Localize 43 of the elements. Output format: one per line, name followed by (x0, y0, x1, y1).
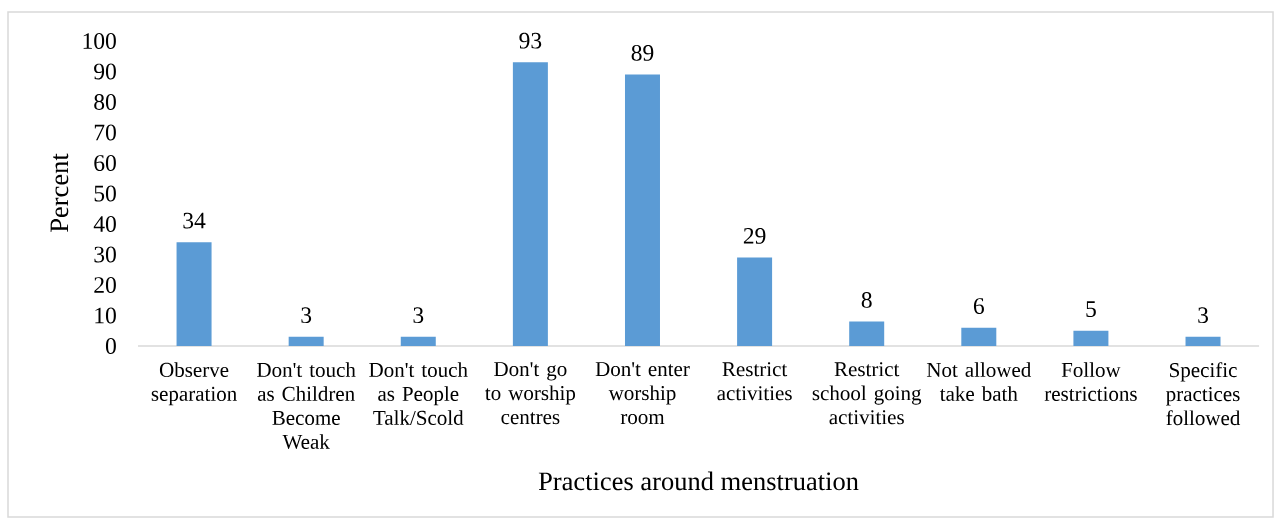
x-tick-label: Don't go to worship centres (485, 362, 576, 425)
x-tick-label: Restrict school going activities (812, 362, 922, 425)
data-label: 5 (1086, 301, 1096, 317)
x-tick-label: Observe separation (151, 362, 237, 406)
bar (737, 257, 773, 346)
y-tick-label: 60 (94, 155, 116, 171)
bar (961, 327, 997, 346)
y-tick-label: 30 (94, 246, 116, 263)
x-tick-label: Not allowed take bath (926, 362, 1032, 401)
y-tick-label: 100 (83, 33, 116, 49)
data-label: 3 (413, 307, 424, 324)
data-label: 29 (743, 227, 766, 244)
y-tick-label: 90 (94, 63, 116, 80)
x-tick-label: Don't touch as People Talk/Scold (369, 362, 468, 425)
data-label: 8 (861, 291, 872, 308)
y-tick-label: 0 (105, 338, 116, 354)
bar (400, 336, 436, 346)
x-axis-title: Practices around menstruation (538, 471, 859, 491)
data-label: 34 (183, 212, 206, 229)
x-tick-label: Restrict activities (717, 362, 792, 401)
data-label: 6 (973, 298, 984, 314)
y-tick-label: 10 (95, 307, 116, 324)
bar (849, 321, 885, 346)
y-tick-label: 70 (94, 124, 116, 141)
bar (176, 242, 212, 346)
x-tick-label: Don't enter worship room (595, 362, 690, 425)
bar (1185, 336, 1221, 346)
y-tick-label: 20 (94, 277, 116, 293)
x-tick-label: Specific practices followed (1166, 362, 1241, 426)
x-tick-label: Follow restrictions (1044, 362, 1137, 401)
data-label: 3 (301, 307, 312, 324)
bar (512, 62, 548, 346)
data-label: 3 (1198, 307, 1208, 324)
y-tick-label: 40 (93, 216, 116, 232)
y-axis-title: Percent (50, 153, 69, 232)
bar (1073, 330, 1109, 346)
y-tick-label: 50 (94, 185, 116, 202)
bar (288, 336, 324, 346)
bar (624, 74, 660, 346)
data-label: 93 (519, 32, 542, 49)
y-tick-label: 80 (94, 94, 116, 110)
x-tick-label: Don't touch as Children Become Weak (257, 362, 356, 450)
data-label: 89 (631, 44, 654, 61)
